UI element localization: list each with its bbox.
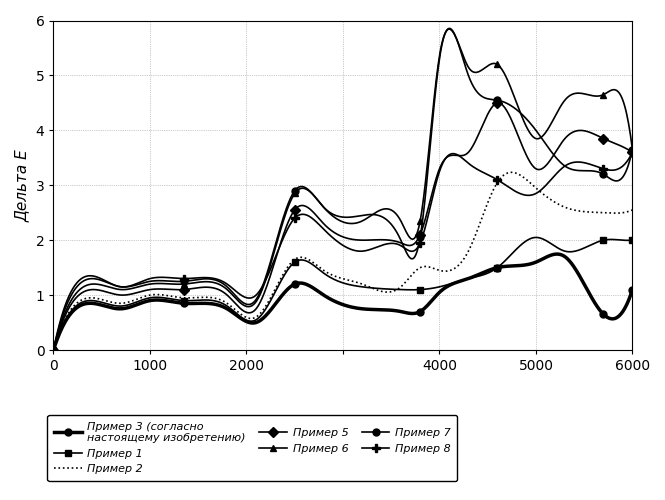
Пример 6 (486, 62, 494, 68)
Пример 5 (198, 284, 206, 290)
Пример 5 (49, 347, 57, 353)
Пример 1 (628, 237, 636, 243)
Пример 5 (485, 108, 493, 114)
Пример 6 (49, 347, 57, 353)
Пример 2 (436, 268, 444, 274)
Пример 1 (49, 347, 57, 353)
Пример 8 (152, 274, 160, 280)
Пример 7 (390, 226, 398, 232)
Пример 5 (152, 286, 160, 292)
Пример 3 (согласно
настоящему изобретению) (49, 347, 57, 353)
Пример 3 (согласно
настоящему изобретению) (198, 300, 206, 306)
Legend: Пример 3 (согласно
настоящему изобретению), Пример 1, Пример 2, Пример 5, Пример: Пример 3 (согласно настоящему изобретени… (47, 415, 458, 481)
Пример 6 (198, 279, 206, 285)
Пример 8 (485, 172, 493, 178)
Пример 2 (152, 292, 160, 298)
Пример 3 (согласно
настоящему изобретению) (553, 251, 561, 257)
Пример 8 (198, 274, 206, 280)
Пример 1 (152, 294, 160, 300)
Пример 5 (436, 164, 444, 170)
Пример 2 (485, 196, 493, 202)
Пример 6 (436, 50, 444, 56)
Line: Пример 8: Пример 8 (53, 152, 632, 350)
Пример 7 (436, 52, 444, 58)
Пример 1 (311, 264, 319, 270)
Line: Пример 2: Пример 2 (53, 172, 632, 350)
Пример 5 (311, 212, 319, 218)
Пример 2 (390, 288, 398, 294)
Пример 7 (49, 347, 57, 353)
Пример 2 (311, 261, 319, 267)
Пример 2 (49, 347, 57, 353)
Пример 2 (507, 170, 515, 175)
Пример 5 (390, 238, 398, 244)
Пример 3 (согласно
настоящему изобретению) (152, 297, 160, 303)
Пример 3 (согласно
настоящему изобретению) (390, 308, 398, 314)
Пример 6 (311, 194, 319, 200)
Line: Пример 3 (согласно
настоящему изобретению): Пример 3 (согласно настоящему изобретени… (53, 254, 632, 350)
Пример 6 (628, 146, 636, 152)
Пример 3 (согласно
настоящему изобретению) (311, 286, 319, 292)
Пример 7 (628, 146, 636, 152)
Y-axis label: Дельта E: Дельта E (15, 149, 30, 222)
Пример 3 (согласно
настоящему изобретению) (628, 286, 636, 292)
Пример 1 (390, 286, 398, 292)
Пример 8 (49, 347, 57, 353)
Пример 1 (436, 284, 444, 290)
Пример 1 (532, 234, 540, 240)
Пример 7 (152, 278, 160, 283)
Пример 2 (628, 207, 636, 213)
Пример 6 (390, 210, 398, 216)
Пример 6 (152, 280, 160, 286)
Пример 6 (445, 26, 453, 32)
Пример 3 (согласно
настоящему изобретению) (436, 288, 444, 294)
Пример 7 (446, 26, 454, 32)
Пример 3 (согласно
настоящему изобретению) (485, 267, 493, 273)
Пример 5 (628, 150, 636, 156)
Пример 7 (311, 194, 319, 200)
Line: Пример 7: Пример 7 (53, 28, 632, 350)
Пример 5 (494, 100, 502, 106)
Пример 8 (436, 166, 444, 172)
Пример 8 (628, 150, 636, 156)
Пример 8 (311, 218, 319, 224)
Пример 1 (198, 297, 206, 303)
Пример 8 (390, 240, 398, 246)
Line: Пример 1: Пример 1 (53, 238, 632, 350)
Пример 1 (485, 270, 493, 276)
Line: Пример 5: Пример 5 (53, 103, 632, 350)
Пример 7 (486, 96, 494, 102)
Пример 2 (198, 294, 206, 300)
Пример 7 (198, 276, 206, 282)
Line: Пример 6: Пример 6 (53, 29, 632, 350)
